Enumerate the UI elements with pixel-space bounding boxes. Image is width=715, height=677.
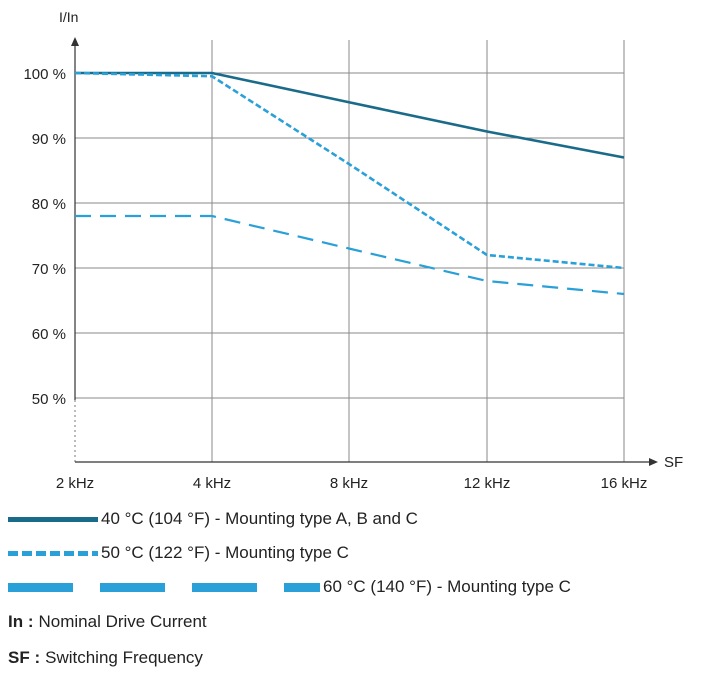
legend-item-40c: 40 °C (104 °F) - Mounting type A, B and … [8,502,708,536]
series-line-dashed [75,214,625,296]
x-tick-label: 4 kHz [193,475,231,492]
x-tick-label: 2 kHz [56,475,94,492]
note-sf-text: Switching Frequency [45,648,203,667]
x-tick-label: 16 kHz [601,475,648,492]
note-sf: SF : Switching Frequency [8,640,708,676]
y-tick-label: 50 % [32,391,66,408]
derating-chart: 100 % 90 % 80 % 70 % 60 % 50 % 2 kHz 4 kHz 8 kHz… [23,9,683,492]
grid [75,40,625,462]
x-tick-label: 8 kHz [330,475,368,492]
legend-item-50c: 50 °C (122 °F) - Mounting type C [8,536,708,570]
x-axis-arrow [649,458,658,466]
note-sf-term: SF : [8,648,41,667]
legend-swatch-dashed [8,582,320,592]
tick-labels: 100 % 90 % 80 % 70 % 60 % 50 % 2 kHz 4 kHz 8 kHz… [23,9,683,492]
note-in-text: Nominal Drive Current [38,612,207,631]
y-axis-arrow [71,37,79,46]
axes [71,37,658,466]
note-in-term: In : [8,612,34,631]
y-tick-label: 70 % [32,261,66,278]
y-axis-label: I/In [59,9,78,25]
series-lines [74,71,625,296]
y-tick-label: 60 % [32,326,66,343]
y-tick-label: 80 % [32,196,66,213]
legend-swatch-solid [8,516,98,522]
x-tick-label: 12 kHz [464,475,511,492]
y-tick-label: 100 % [23,66,66,83]
series-line-solid [75,71,625,159]
legend-label-40c: 40 °C (104 °F) - Mounting type A, B and … [101,509,418,528]
legend-label-50c: 50 °C (122 °F) - Mounting type C [101,543,349,562]
legend-swatch-dotted [8,550,98,556]
series-line-dotted [74,71,625,270]
legend-item-60c: 60 °C (140 °F) - Mounting type C [8,570,708,604]
legend-label-60c: 60 °C (140 °F) - Mounting type C [323,577,571,596]
y-tick-label: 90 % [32,131,66,148]
legend: 40 °C (104 °F) - Mounting type A, B and … [8,502,708,676]
x-axis-label: SF [664,454,683,471]
note-in: In : Nominal Drive Current [8,604,708,640]
